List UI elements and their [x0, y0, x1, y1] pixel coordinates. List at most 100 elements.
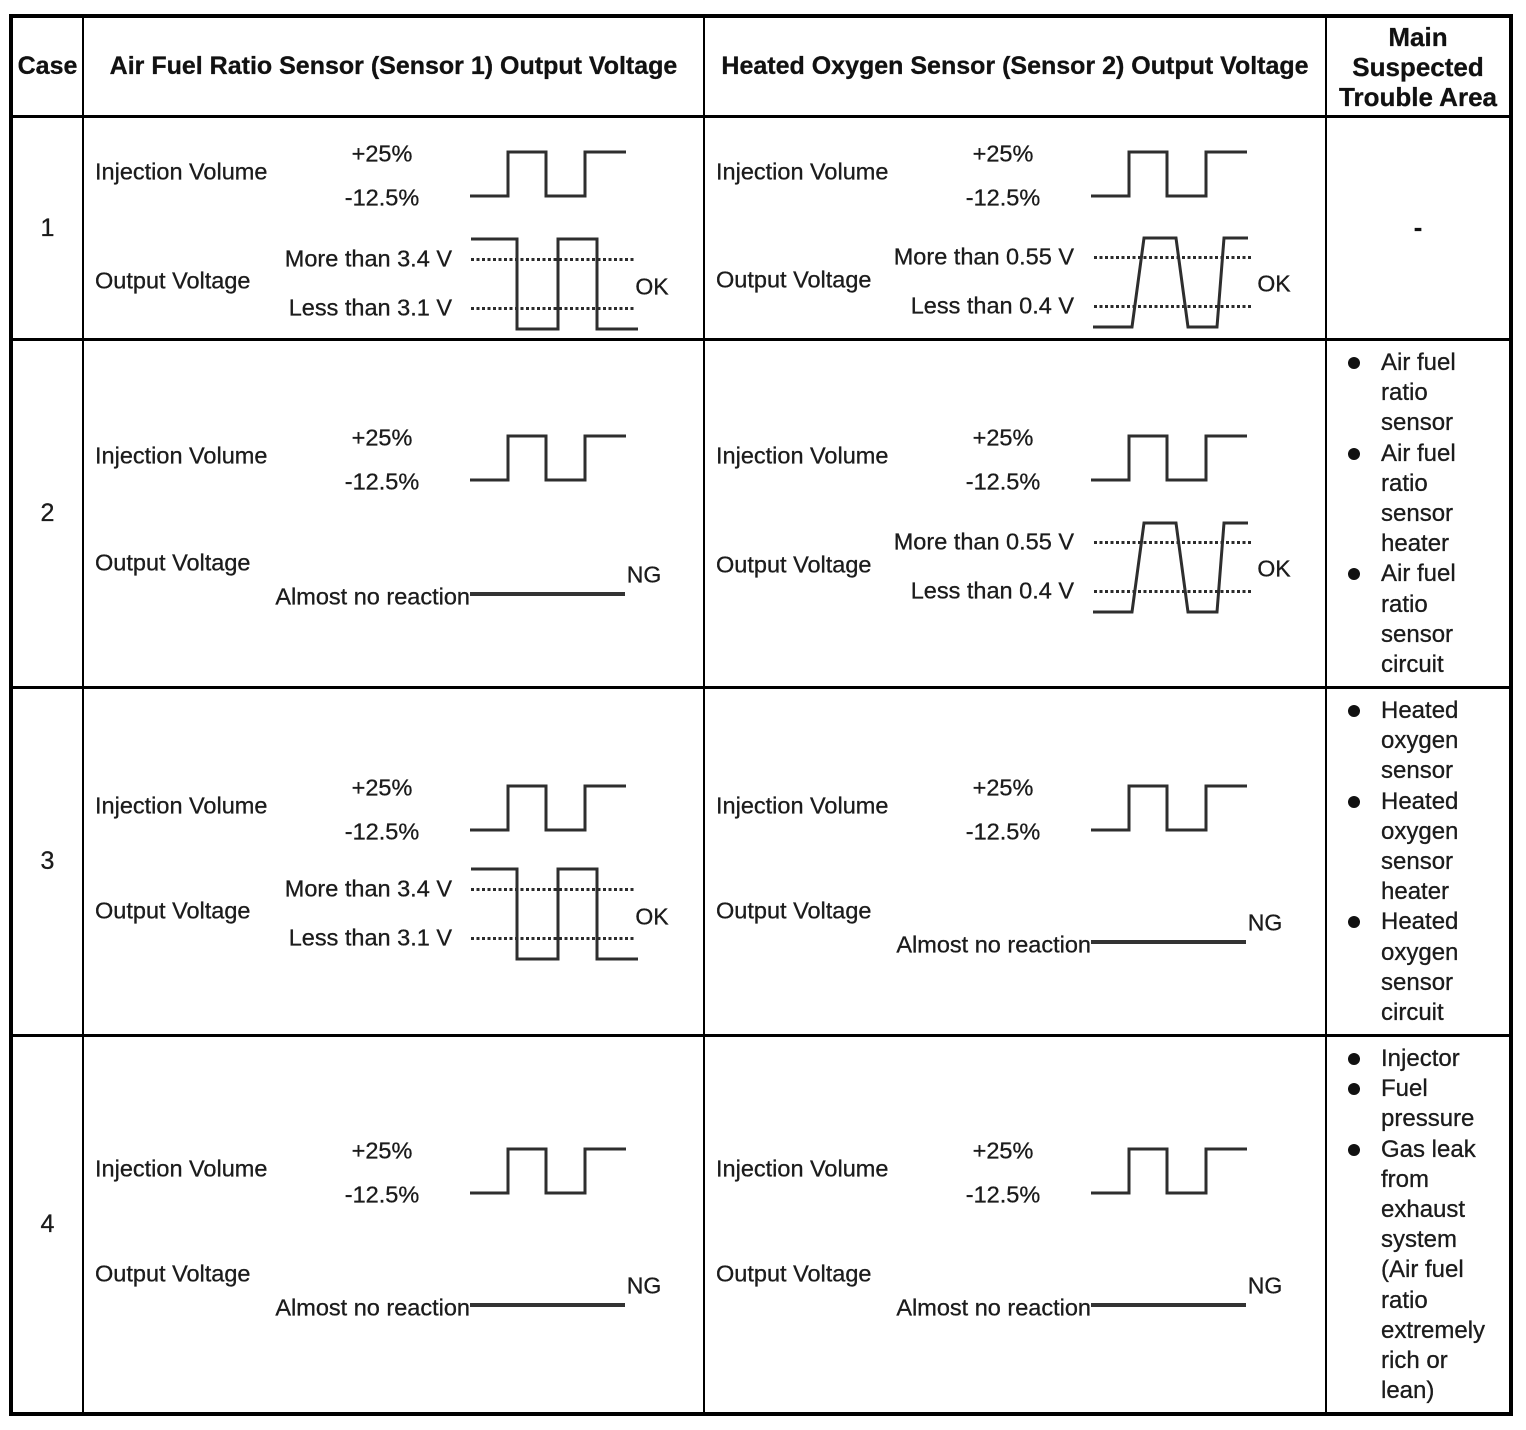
no-reaction-line — [470, 1303, 625, 1307]
grid-line-col-sensor2 — [1325, 18, 1327, 1412]
trouble-area-list: Air fuel ratio sensor Air fuel ratio sens… — [1381, 348, 1493, 680]
upper-threshold-label: More than 0.55 V — [893, 243, 1075, 270]
no-reaction-label: Almost no reaction — [896, 931, 1091, 958]
injection-volume-wave — [470, 1147, 626, 1195]
output-voltage-label: Output Voltage — [95, 549, 251, 576]
injection-high-label: +25% — [972, 774, 1034, 801]
injection-low-label: -12.5% — [965, 1181, 1041, 1208]
case-number: 4 — [40, 1210, 55, 1238]
output-voltage-label: Output Voltage — [716, 897, 872, 924]
grid-line-col-case — [82, 18, 84, 1412]
ng-label: NG — [1247, 1272, 1283, 1299]
trouble-dash: - — [1413, 213, 1423, 242]
injection-volume-wave — [1091, 150, 1247, 198]
output-voltage-wave — [1093, 521, 1248, 614]
injection-volume-label: Injection Volume — [95, 792, 268, 819]
output-voltage-label: Output Voltage — [95, 267, 251, 294]
injection-high-label: +25% — [972, 424, 1034, 451]
grid-line-row3 — [13, 1034, 1509, 1037]
injection-low-label: -12.5% — [965, 184, 1041, 211]
output-voltage-wave — [471, 867, 638, 961]
case-number: 2 — [40, 499, 55, 527]
injection-volume-wave — [470, 150, 626, 198]
injection-low-label: -12.5% — [344, 468, 420, 495]
lower-threshold-dotted-line — [1094, 589, 1251, 593]
grid-line-row1 — [13, 338, 1509, 341]
injection-volume-wave — [470, 784, 626, 832]
trouble-area-item: Injector — [1381, 1044, 1493, 1074]
trouble-area-item: Gas leak from exhaust system (Air fuel r… — [1381, 1135, 1493, 1407]
trouble-area-item: Air fuel ratio sensor circuit — [1381, 559, 1493, 680]
output-voltage-label: Output Voltage — [95, 1260, 251, 1287]
injection-volume-label: Injection Volume — [95, 1155, 268, 1182]
case-number: 3 — [40, 847, 55, 875]
header-case: Case — [17, 52, 78, 80]
upper-threshold-dotted-line — [1094, 540, 1251, 544]
grid-line-header — [13, 115, 1509, 118]
lower-threshold-dotted-line — [1094, 304, 1251, 308]
output-voltage-wave — [471, 237, 638, 331]
injection-high-label: +25% — [351, 424, 413, 451]
upper-threshold-label: More than 0.55 V — [893, 528, 1075, 555]
grid-line-col-sensor1 — [703, 18, 705, 1412]
injection-volume-label: Injection Volume — [95, 158, 268, 185]
injection-high-label: +25% — [972, 1137, 1034, 1164]
no-reaction-line — [1091, 1303, 1246, 1307]
trouble-area-list: Heated oxygen sensor Heated oxygen sensor… — [1381, 696, 1493, 1028]
ok-label: OK — [635, 903, 669, 930]
trouble-area-item: Heated oxygen sensor circuit — [1381, 907, 1493, 1028]
ok-label: OK — [1257, 555, 1291, 582]
injection-volume-label: Injection Volume — [716, 1155, 889, 1182]
no-reaction-line — [1091, 940, 1246, 944]
injection-volume-wave — [1091, 1147, 1247, 1195]
grid-line-row2 — [13, 686, 1509, 689]
trouble-area-item: Air fuel ratio sensor heater — [1381, 439, 1493, 560]
upper-threshold-label: More than 3.4 V — [284, 875, 453, 902]
trouble-area-item: Air fuel ratio sensor — [1381, 348, 1493, 439]
injection-volume-label: Injection Volume — [716, 792, 889, 819]
injection-low-label: -12.5% — [344, 184, 420, 211]
injection-volume-wave — [1091, 434, 1247, 482]
no-reaction-line — [470, 592, 625, 596]
lower-threshold-label: Less than 0.4 V — [910, 292, 1075, 319]
header-sensor2: Heated Oxygen Sensor (Sensor 2) Output V… — [721, 52, 1309, 80]
trouble-area-item: Heated oxygen sensor — [1381, 696, 1493, 787]
injection-volume-label: Injection Volume — [716, 158, 889, 185]
lower-threshold-label: Less than 3.1 V — [288, 924, 453, 951]
upper-threshold-dotted-line — [471, 257, 635, 261]
injection-low-label: -12.5% — [965, 468, 1041, 495]
no-reaction-label: Almost no reaction — [896, 1294, 1091, 1321]
upper-threshold-label: More than 3.4 V — [284, 245, 453, 272]
ng-label: NG — [626, 1272, 662, 1299]
ng-label: NG — [626, 561, 662, 588]
injection-high-label: +25% — [351, 774, 413, 801]
upper-threshold-dotted-line — [1094, 255, 1251, 259]
injection-low-label: -12.5% — [344, 1181, 420, 1208]
trouble-area-item: Fuel pressure — [1381, 1074, 1493, 1134]
trouble-area-item: Heated oxygen sensor heater — [1381, 787, 1493, 908]
output-voltage-label: Output Voltage — [716, 266, 872, 293]
injection-low-label: -12.5% — [344, 818, 420, 845]
no-reaction-label: Almost no reaction — [275, 1294, 470, 1321]
table-outer-border — [9, 14, 1513, 1416]
case-number: 1 — [40, 213, 55, 242]
injection-volume-wave — [1091, 784, 1247, 832]
output-voltage-wave — [1093, 236, 1248, 329]
output-voltage-label: Output Voltage — [716, 1260, 872, 1287]
injection-volume-label: Injection Volume — [95, 442, 268, 469]
no-reaction-label: Almost no reaction — [275, 583, 470, 610]
injection-high-label: +25% — [351, 1137, 413, 1164]
output-voltage-label: Output Voltage — [716, 551, 872, 578]
header-sensor1: Air Fuel Ratio Sensor (Sensor 1) Output … — [109, 52, 678, 80]
header-trouble-area: Main Suspected Trouble Area — [1339, 21, 1497, 112]
trouble-area-list: Injector Fuel pressure Gas leak from exhau… — [1381, 1044, 1493, 1406]
lower-threshold-dotted-line — [471, 936, 635, 940]
injection-low-label: -12.5% — [965, 818, 1041, 845]
injection-high-label: +25% — [972, 140, 1034, 167]
lower-threshold-label: Less than 0.4 V — [910, 577, 1075, 604]
injection-volume-wave — [470, 434, 626, 482]
output-voltage-label: Output Voltage — [95, 897, 251, 924]
lower-threshold-dotted-line — [471, 306, 635, 310]
ok-label: OK — [1257, 270, 1291, 297]
